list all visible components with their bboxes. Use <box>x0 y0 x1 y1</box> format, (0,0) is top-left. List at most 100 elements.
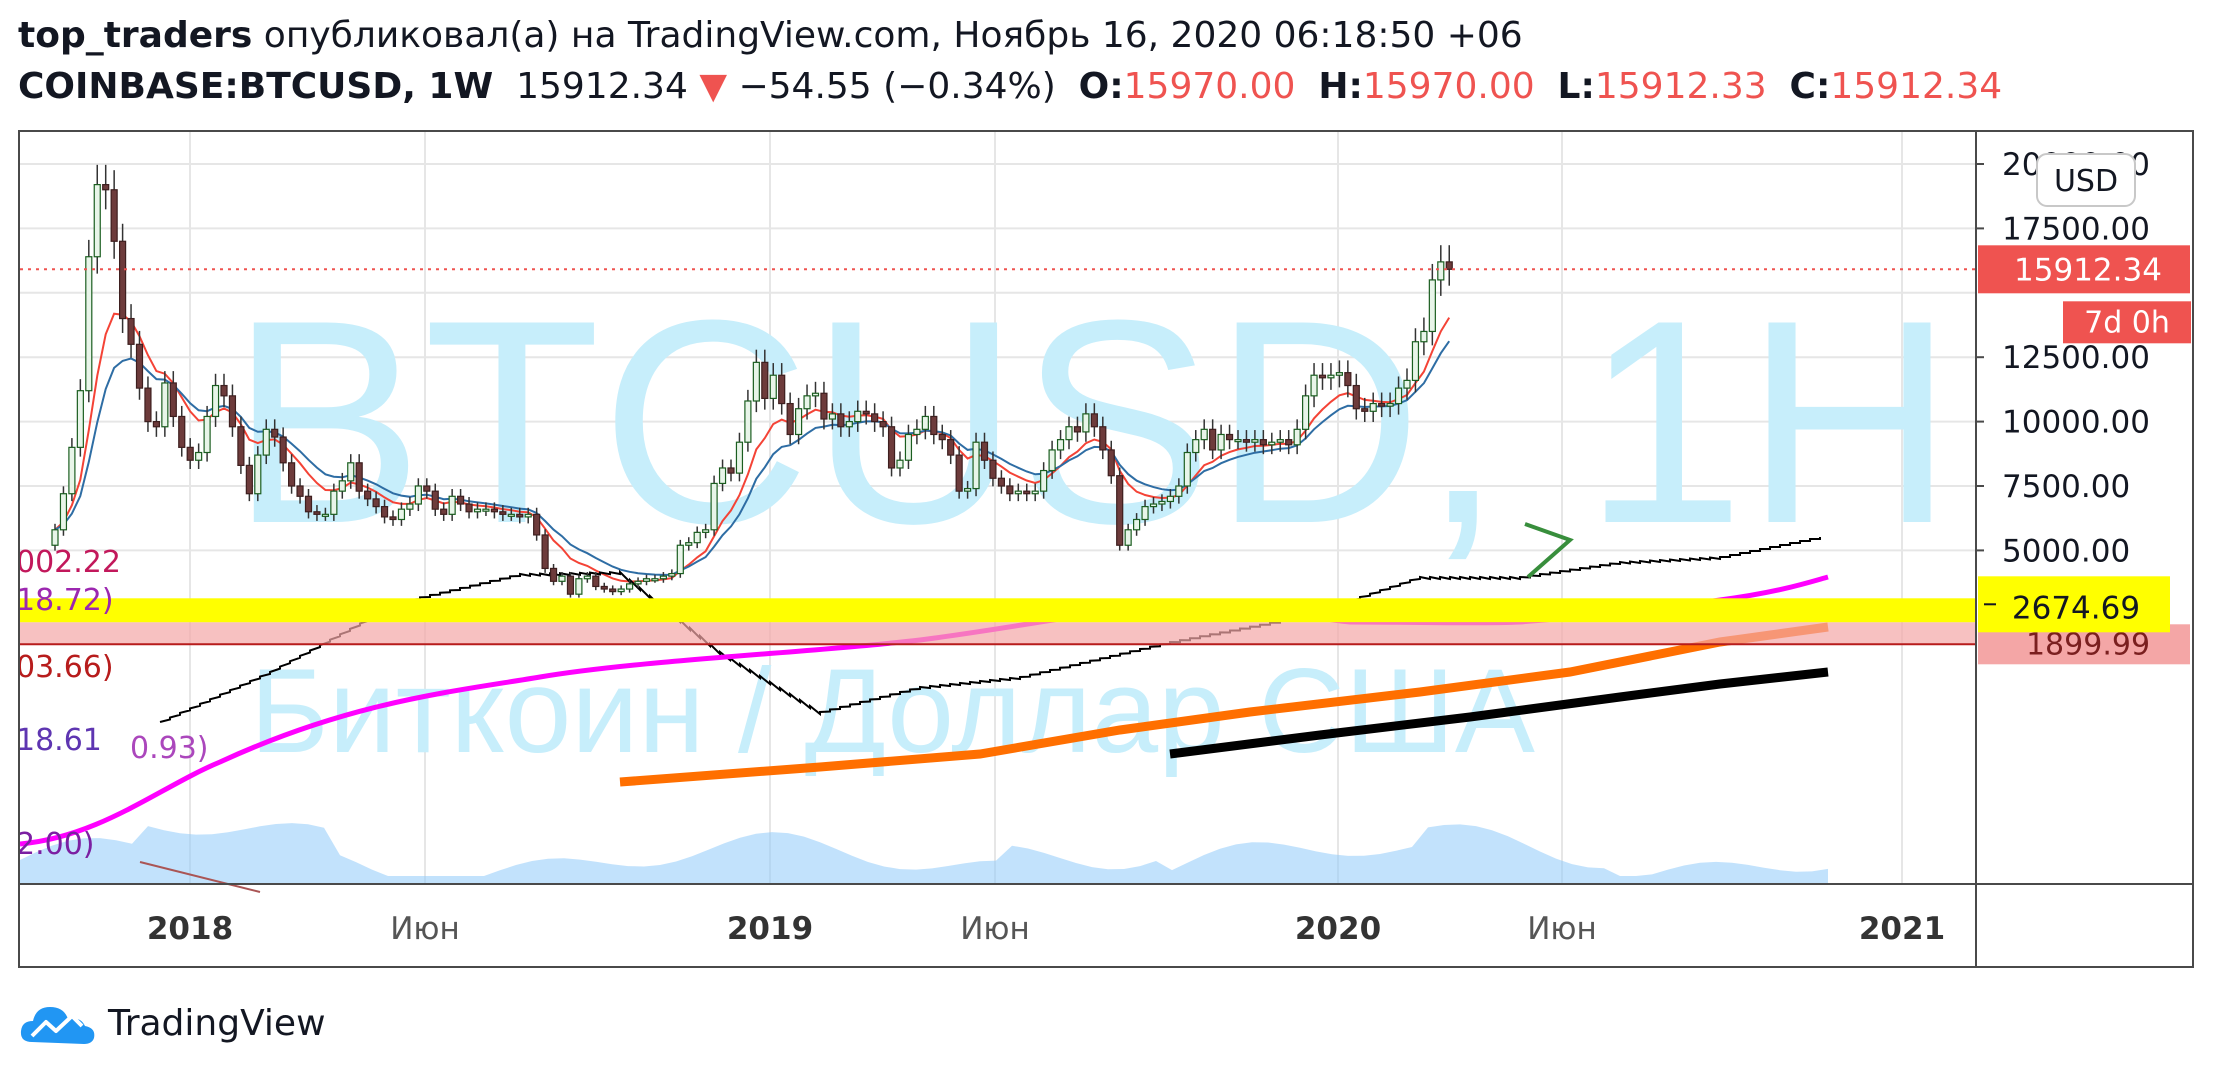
candle-up <box>575 578 583 595</box>
candle-up <box>1132 518 1141 531</box>
candle-up <box>1428 279 1436 333</box>
candle-up <box>794 408 803 436</box>
indicator-value-label: 18.72) <box>20 583 114 618</box>
candle-up <box>406 503 414 510</box>
candle-up <box>752 361 760 402</box>
candle-up <box>1437 261 1445 281</box>
candle-up <box>896 459 904 469</box>
candle-down <box>110 189 118 242</box>
candle-up <box>617 588 625 593</box>
indicator-tail-line <box>139 861 261 893</box>
candle-up <box>1293 428 1301 446</box>
candle-down <box>1361 408 1369 412</box>
price-change: −54.55 (−0.34%) <box>738 66 1056 107</box>
candle-up <box>904 433 913 461</box>
candle-down <box>102 184 110 191</box>
candle-down <box>1099 426 1107 451</box>
candle-up <box>642 578 651 582</box>
hidden-level-label: 1899.99 <box>2026 627 2150 662</box>
candle-up <box>1301 395 1310 430</box>
currency-label: USD <box>2054 164 2118 199</box>
candle-up <box>76 390 84 448</box>
candle-up <box>321 513 329 517</box>
price-chart[interactable]: BTCUSD, 1H Биткоин / Доллар США 002.2218… <box>20 132 2192 966</box>
chart-frame[interactable]: BTCUSD, 1H Биткоин / Доллар США 002.22 18… <box>18 130 2194 968</box>
candle-down <box>228 395 237 428</box>
candle-down <box>372 498 380 508</box>
candle-up <box>921 415 929 430</box>
candle-up <box>1234 439 1242 443</box>
candle-down <box>1090 413 1098 428</box>
price-tick-label: 7500.00 <box>2002 469 2130 505</box>
last-price: 15912.34 <box>516 66 688 107</box>
candle-down <box>144 387 152 423</box>
candle-up <box>1386 402 1394 407</box>
candle-down <box>127 317 135 345</box>
candle-up <box>1183 451 1191 487</box>
author-name[interactable]: top_traders <box>18 15 253 56</box>
candle-down <box>541 534 549 570</box>
candle-up <box>676 544 684 575</box>
open-label: O: <box>1078 66 1124 107</box>
candle-down <box>355 462 363 492</box>
candle-up <box>702 529 710 533</box>
candle-up <box>1048 449 1056 472</box>
time-tick-label: 2019 <box>727 911 813 947</box>
candle-down <box>490 508 498 513</box>
candle-down <box>279 436 287 464</box>
candle-down <box>245 464 253 495</box>
candle-down <box>499 511 507 515</box>
candle-down <box>533 513 541 536</box>
indicator-value-label: 002.22 <box>20 545 121 580</box>
low-value: 15912.33 <box>1594 66 1767 107</box>
candle-up <box>625 583 634 590</box>
high-label: H: <box>1318 66 1363 107</box>
candle-up <box>828 413 837 420</box>
time-tick-label: Июн <box>1527 911 1597 947</box>
candle-down <box>440 508 448 515</box>
candle-up <box>845 421 853 428</box>
candle-down <box>761 361 769 400</box>
indicator-value-label: 18.61 <box>20 723 102 758</box>
candle-down <box>423 485 431 492</box>
price-axis[interactable]: 20000.0017500.0012500.0010000.007500.005… <box>20 132 2192 966</box>
symbol-label: COINBASE:BTCUSD, 1W <box>18 66 494 107</box>
candle-down <box>600 585 608 590</box>
candle-down <box>118 240 127 320</box>
time-tick-label: 2018 <box>147 911 233 947</box>
candle-down <box>271 428 279 438</box>
candle-down <box>1107 449 1115 477</box>
candle-up <box>1082 413 1090 433</box>
tradingview-logo[interactable]: TradingView <box>18 998 326 1048</box>
candle-up <box>913 428 921 436</box>
sma-black-thick-line <box>1169 667 1829 759</box>
candle-down <box>152 421 160 428</box>
candle-up <box>1056 439 1065 451</box>
candle-up <box>203 415 211 454</box>
candle-up <box>1175 485 1183 497</box>
candle-down <box>1285 439 1293 446</box>
candle-up <box>1394 387 1403 405</box>
time-axis[interactable]: 2018 Июн 2019 Июн 2020 Июн 2021 <box>147 911 1945 947</box>
indicator-value-label: 0.93) <box>130 731 209 766</box>
candle-up <box>524 513 532 518</box>
candle-up <box>1014 490 1022 495</box>
indicator-value-label: 03.66) <box>20 650 114 685</box>
candle-down <box>879 421 887 428</box>
candle-down <box>1352 384 1360 410</box>
candle-down <box>930 415 938 436</box>
candle-down <box>364 490 372 500</box>
candle-up <box>1411 341 1420 381</box>
candle-up <box>1403 379 1411 389</box>
ema-blue-line <box>54 340 1451 576</box>
candle-up <box>85 256 93 392</box>
candle-up <box>448 495 456 515</box>
candle-down <box>135 343 144 389</box>
candlesticks <box>51 164 1453 598</box>
candle-down <box>997 477 1006 487</box>
candle-up <box>668 572 676 577</box>
candle-up <box>735 441 744 474</box>
candle-up <box>211 384 220 418</box>
candle-up <box>1149 503 1158 508</box>
